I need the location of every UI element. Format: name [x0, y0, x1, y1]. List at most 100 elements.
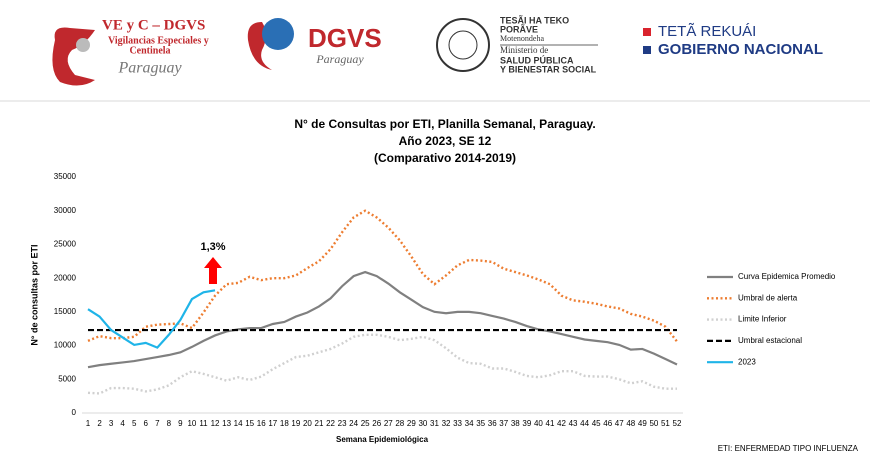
x-tick-label: 19 [291, 419, 300, 428]
logo-text: Y BIENESTAR SOCIAL [500, 64, 597, 74]
x-tick-label: 47 [615, 419, 624, 428]
x-tick-label: 6 [144, 419, 149, 428]
x-tick-label: 43 [569, 419, 578, 428]
logo-text: Vigilancias Especiales y [108, 35, 209, 46]
x-tick-label: 45 [592, 419, 601, 428]
legend-label: Limite Inferior [738, 315, 787, 324]
chart-title: (Comparativo 2014-2019) [374, 151, 516, 165]
legend-label: Curva Epidemica Promedio [738, 272, 836, 281]
x-tick-label: 3 [109, 419, 114, 428]
x-tick-label: 25 [361, 419, 370, 428]
x-tick-label: 52 [673, 419, 682, 428]
logo-text: TESÃI HA TEKO [500, 15, 569, 25]
y-tick-label: 5000 [58, 374, 76, 383]
x-tick-label: 27 [384, 419, 393, 428]
x-tick-label: 24 [349, 419, 358, 428]
x-tick-label: 36 [488, 419, 497, 428]
x-tick-label: 4 [120, 419, 125, 428]
x-tick-label: 9 [178, 419, 183, 428]
x-tick-label: 28 [395, 419, 404, 428]
x-tick-label: 42 [557, 419, 566, 428]
x-tick-label: 30 [418, 419, 427, 428]
chart-title: Año 2023, SE 12 [399, 134, 492, 148]
y-tick-label: 0 [72, 408, 77, 417]
x-tick-label: 51 [661, 419, 670, 428]
x-tick-label: 12 [211, 419, 220, 428]
x-tick-label: 15 [245, 419, 254, 428]
y-tick-label: 20000 [54, 273, 77, 282]
x-tick-label: 32 [442, 419, 451, 428]
legend-label: Umbral estacional [738, 336, 802, 345]
y-tick-label: 10000 [54, 341, 77, 350]
x-tick-label: 21 [315, 419, 324, 428]
x-tick-label: 2 [97, 419, 102, 428]
logo-text: Ministerio de [500, 45, 548, 55]
series-line [87, 289, 216, 349]
x-tick-label: 11 [199, 419, 208, 428]
logo-vigilancia: VE y C – DGVS Vigilancias Especiales y C… [52, 17, 209, 86]
chart-title: N° de Consultas por ETI, Planilla Semana… [294, 117, 595, 131]
x-tick-label: 50 [649, 419, 658, 428]
x-tick-label: 38 [511, 419, 520, 428]
x-tick-label: 31 [430, 419, 439, 428]
logo-title: VE y C – DGVS [102, 17, 205, 33]
logo-text: PORÃVE [500, 24, 538, 34]
x-tick-label: 49 [638, 419, 647, 428]
x-tick-label: 44 [580, 419, 589, 428]
logo-figure [76, 38, 90, 52]
x-tick-label: 33 [453, 419, 462, 428]
logo-ministerio: TESÃI HA TEKO PORÃVE Motenondeha Ministe… [436, 15, 598, 74]
x-tick-label: 26 [372, 419, 381, 428]
x-tick-label: 8 [167, 419, 172, 428]
x-tick-label: 41 [546, 419, 555, 428]
x-tick-label: 16 [257, 419, 266, 428]
x-tick-label: 29 [407, 419, 416, 428]
logo-text: Paraguay [117, 60, 182, 77]
x-tick-label: 18 [280, 419, 289, 428]
x-tick-label: 1 [86, 419, 91, 428]
x-tick-label: 23 [338, 419, 347, 428]
x-tick-label: 7 [155, 419, 160, 428]
logo-seal [436, 18, 490, 72]
x-tick-label: 40 [534, 419, 543, 428]
x-tick-label: 34 [465, 419, 474, 428]
y-tick-label: 35000 [54, 172, 77, 181]
logo-seal [448, 30, 478, 60]
logo-gobierno: TETÃ REKUÁI GOBIERNO NACIONAL [643, 23, 823, 58]
y-axis-label: N° de consultas por ETI [29, 244, 39, 345]
logo-text: Motenondeha [500, 34, 544, 43]
x-tick-label: 10 [187, 419, 196, 428]
logo-text: GOBIERNO NACIONAL [658, 41, 823, 58]
y-tick-label: 30000 [54, 206, 77, 215]
logo-square [643, 46, 651, 54]
legend-label: 2023 [738, 357, 756, 366]
series-line [87, 270, 678, 369]
x-tick-label: 37 [499, 419, 508, 428]
logo-text: Paraguay [315, 52, 364, 66]
logo-title: DGVS [308, 23, 382, 53]
x-tick-label: 35 [476, 419, 485, 428]
logo-text: SALUD PÚBLICA [500, 54, 574, 65]
series-line [87, 333, 677, 395]
x-tick-label: 17 [268, 419, 277, 428]
logo-globe [262, 18, 294, 50]
x-tick-label: 13 [222, 419, 231, 428]
x-axis-label: Semana Epidemiológica [336, 435, 429, 444]
logo-shape [52, 27, 95, 86]
y-tick-label: 15000 [54, 307, 77, 316]
x-tick-label: 48 [626, 419, 635, 428]
x-tick-label: 46 [603, 419, 612, 428]
x-tick-label: 20 [303, 419, 312, 428]
footnote: ETI: ENFERMEDAD TIPO INFLUENZA [718, 444, 859, 453]
annotation: 1,3% [200, 241, 225, 253]
series-line [87, 209, 678, 343]
x-tick-label: 22 [326, 419, 335, 428]
logo-text: TETÃ REKUÁI [658, 23, 756, 40]
x-tick-label: 14 [234, 419, 243, 428]
y-tick-label: 25000 [54, 240, 77, 249]
legend-label: Umbral de alerta [738, 293, 798, 302]
x-tick-label: 39 [522, 419, 531, 428]
logo-square [643, 28, 651, 36]
